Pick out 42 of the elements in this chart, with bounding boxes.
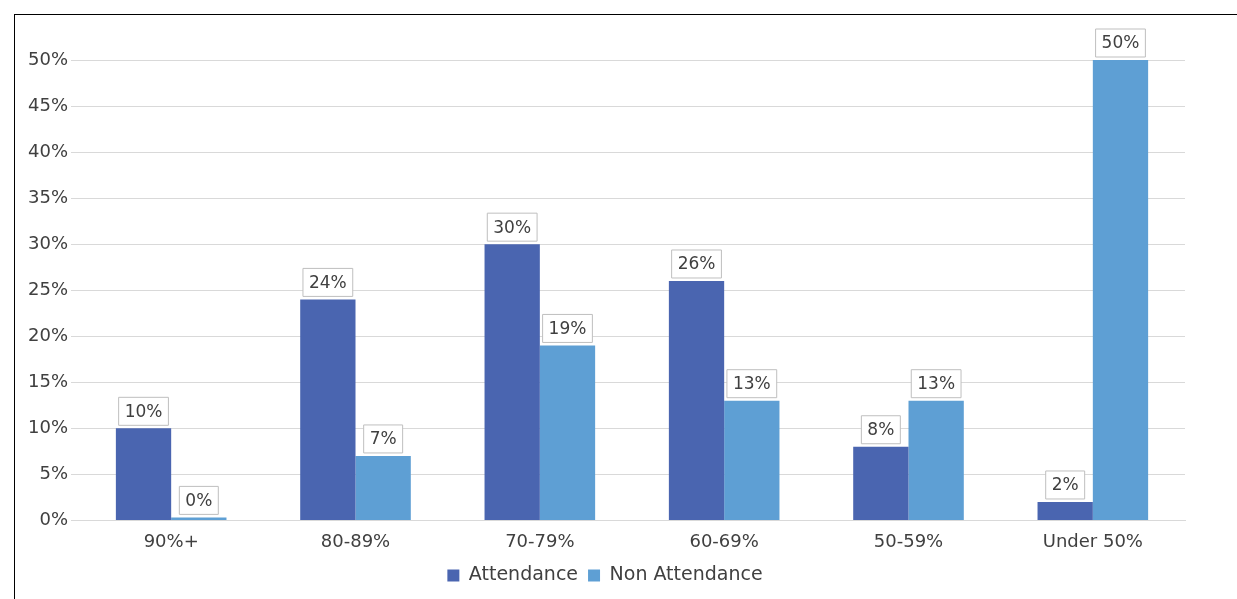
bar [484, 244, 540, 520]
y-tick-label: 20% [27, 323, 69, 345]
y-tick-label: 50% [27, 47, 69, 69]
bar [668, 280, 725, 520]
data-label: 0% [185, 489, 213, 510]
data-label: 50% [1101, 32, 1140, 53]
y-tick-label: 40% [27, 139, 69, 161]
legend-label: Non Attendance [609, 562, 763, 585]
data-label: 7% [369, 428, 397, 449]
legend-label: Attendance [468, 562, 579, 585]
data-label: 26% [677, 253, 716, 274]
bar [853, 446, 909, 520]
y-tick-label: 25% [27, 277, 69, 299]
bar [115, 428, 172, 520]
data-label: 13% [732, 373, 771, 394]
bar [1092, 60, 1149, 520]
x-tick-label: 60-69% [689, 529, 759, 551]
data-label: 13% [917, 373, 956, 394]
bar [539, 345, 596, 520]
data-label: 19% [548, 317, 587, 338]
data-label: 2% [1051, 474, 1079, 495]
y-tick-label: 45% [27, 93, 69, 115]
data-label: 8% [867, 419, 895, 440]
y-tick-label: 10% [27, 415, 69, 437]
y-tick-label: 30% [27, 231, 69, 253]
y-tick-label: 5% [39, 462, 69, 484]
y-tick-label: 15% [27, 369, 69, 391]
data-label: 30% [493, 216, 532, 237]
x-tick-label: 90%+ [143, 529, 199, 551]
data-label: 24% [308, 271, 347, 292]
y-tick-label: 35% [27, 185, 69, 207]
x-tick-label: 80-89% [320, 529, 391, 551]
bar [355, 455, 411, 520]
bar [1037, 501, 1093, 520]
x-tick-label: 70-79% [505, 529, 575, 551]
y-tick-label: 0% [39, 508, 69, 530]
data-label: 10% [124, 400, 163, 421]
bar [724, 400, 780, 520]
bar [300, 299, 356, 520]
bar [908, 400, 964, 520]
x-tick-label: Under 50% [1042, 529, 1143, 551]
x-tick-label: 50-59% [873, 529, 944, 551]
